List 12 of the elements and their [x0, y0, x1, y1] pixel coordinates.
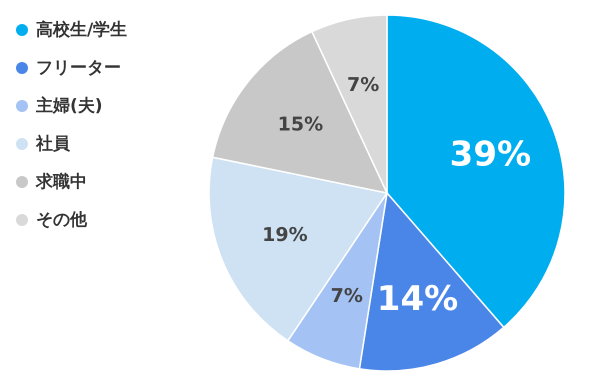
data-label: 7% — [347, 74, 380, 96]
legend-label: 主婦(夫) — [35, 96, 103, 116]
legend-label: フリーター — [36, 58, 121, 78]
data-label: 15% — [278, 114, 324, 136]
legend-label: 高校生/学生 — [36, 20, 128, 40]
legend-label: 社員 — [35, 134, 71, 154]
legend-label: 求職中 — [35, 172, 87, 192]
data-label: 7% — [330, 284, 363, 307]
data-label: 39% — [450, 134, 532, 174]
data-label: 19% — [262, 224, 308, 246]
data-label: 14% — [376, 279, 458, 320]
legend-label: その他 — [36, 210, 88, 230]
